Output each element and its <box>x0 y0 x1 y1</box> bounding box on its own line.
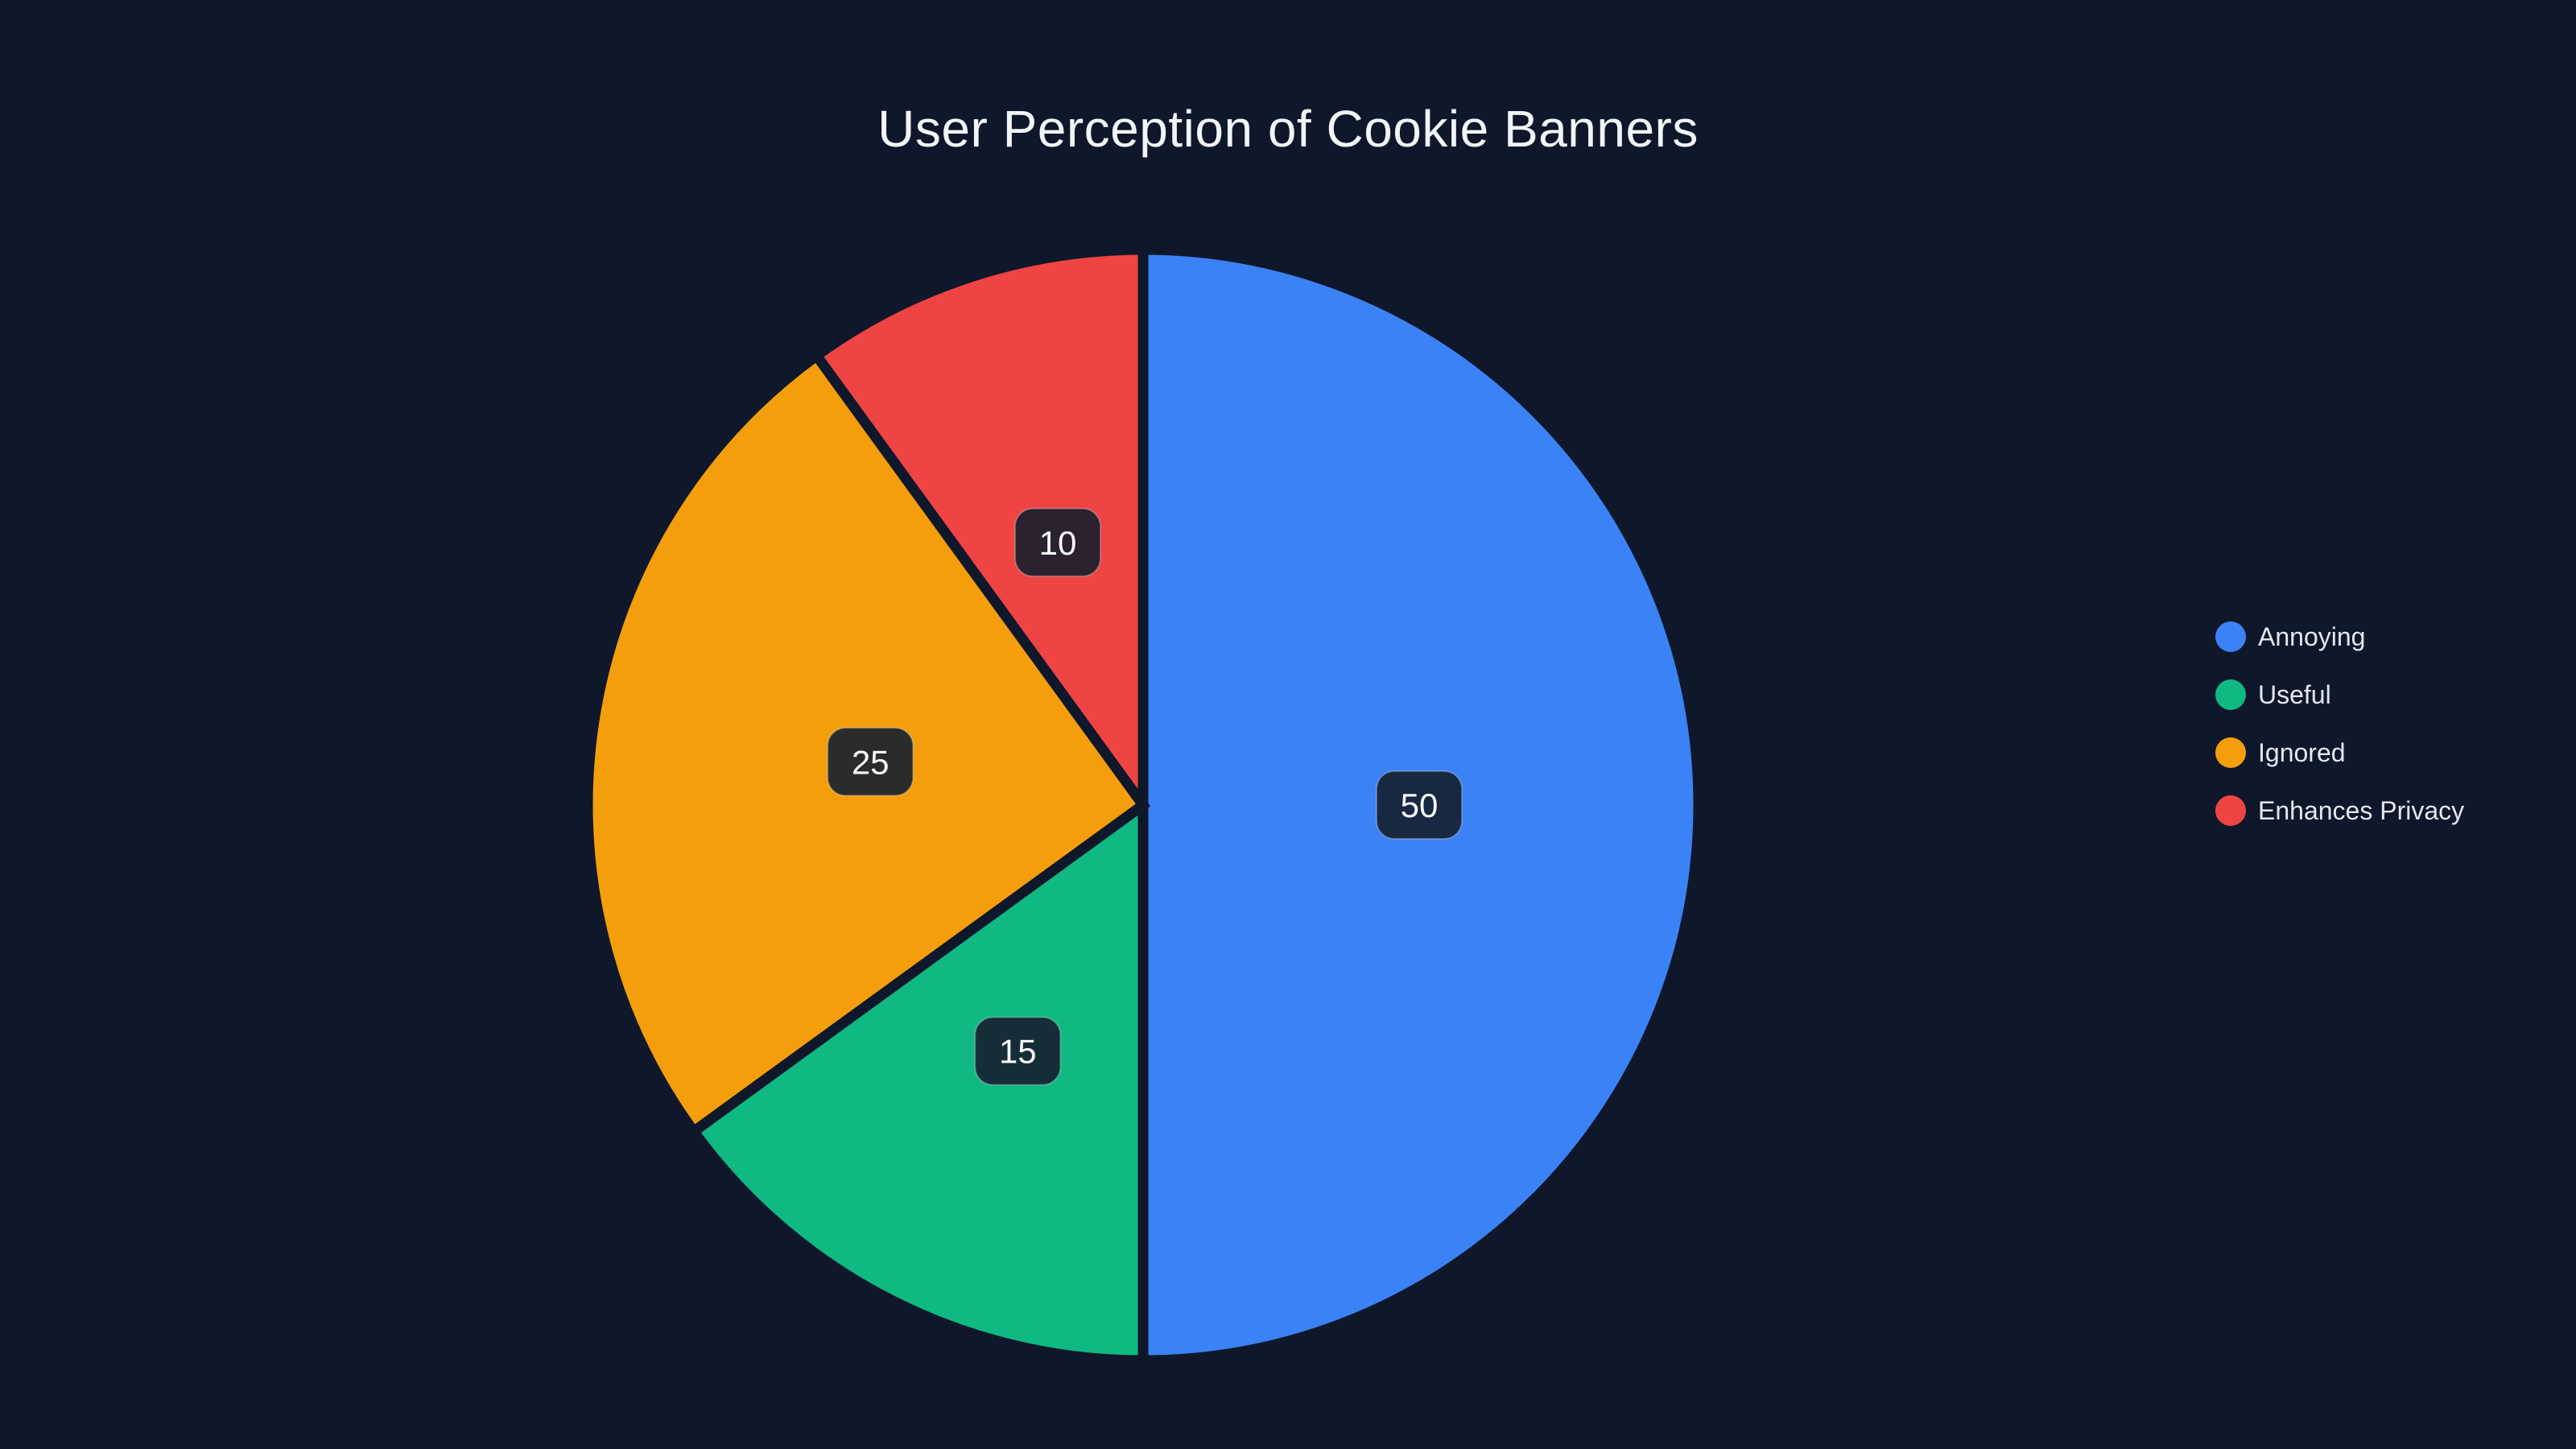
value-label-ignored: 25 <box>827 727 914 797</box>
value-label-text: 10 <box>1039 524 1077 562</box>
value-label-text: 25 <box>852 743 890 781</box>
value-label-badge <box>974 1016 1062 1086</box>
value-label-annoying: 50 <box>1376 770 1463 840</box>
value-label-text: 50 <box>1401 786 1439 824</box>
legend-item-label: Ignored <box>2258 737 2346 767</box>
value-label-badge <box>1014 507 1101 577</box>
legend: Annoying Useful Ignored Enhances Privacy <box>2215 621 2464 826</box>
value-label-useful: 15 <box>974 1016 1062 1086</box>
value-label-text: 15 <box>999 1033 1037 1071</box>
legend-item-enhances-privacy[interactable]: Enhances Privacy <box>2215 795 2464 826</box>
chart-title: User Perception of Cookie Banners <box>877 100 1699 158</box>
value-label-enhances-privacy: 10 <box>1014 507 1101 577</box>
pie-slice-enhances-privacy[interactable] <box>809 244 1149 822</box>
legend-swatch-icon <box>2215 795 2246 826</box>
value-label-badge <box>1376 770 1463 840</box>
legend-item-label: Annoying <box>2258 621 2366 651</box>
value-label-badge <box>827 727 914 797</box>
legend-swatch-icon <box>2215 679 2246 710</box>
legend-item-useful[interactable]: Useful <box>2215 679 2464 710</box>
legend-item-label: Useful <box>2258 679 2331 709</box>
legend-swatch-icon <box>2215 621 2246 652</box>
legend-item-label: Enhances Privacy <box>2258 795 2465 825</box>
pie-slice-useful[interactable] <box>686 795 1149 1366</box>
legend-item-ignored[interactable]: Ignored <box>2215 737 2464 768</box>
legend-swatch-icon <box>2215 737 2246 768</box>
legend-item-annoying[interactable]: Annoying <box>2215 621 2464 652</box>
